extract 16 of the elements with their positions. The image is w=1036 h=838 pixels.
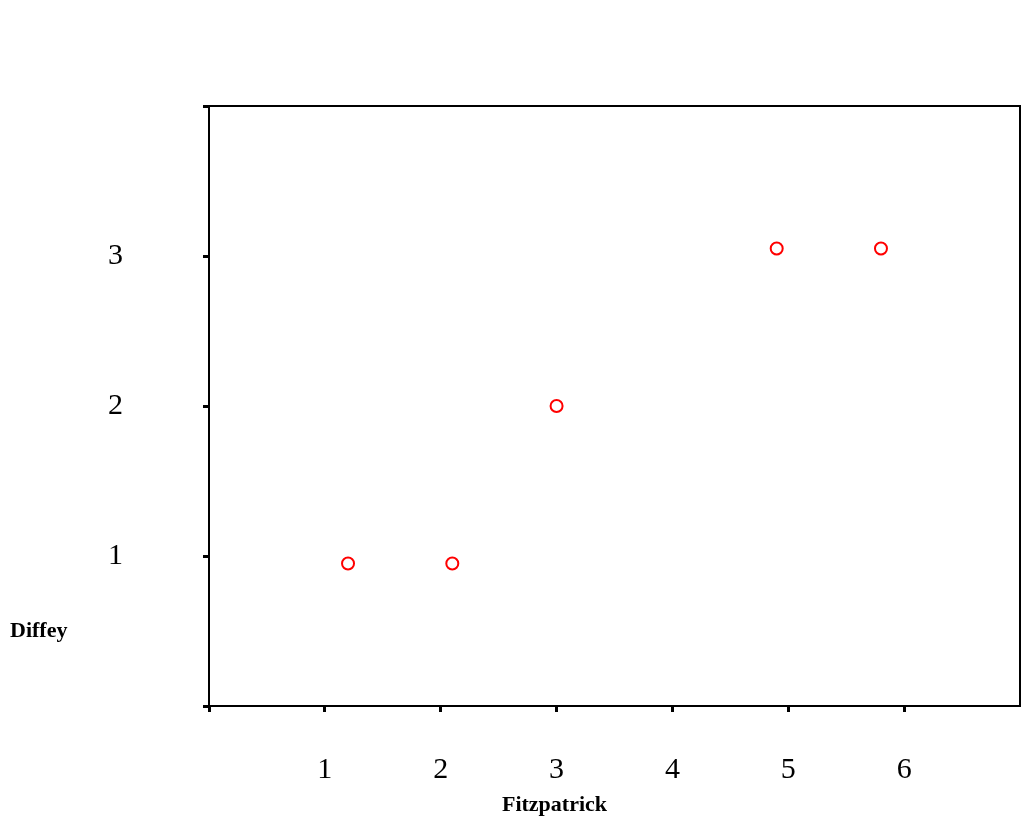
x-tick-label: 6: [896, 750, 912, 784]
point: [549, 399, 564, 413]
y-axis-title: Diffey: [10, 616, 68, 642]
point: [873, 241, 888, 256]
y-tick-label: 1: [108, 536, 123, 570]
point: [445, 556, 460, 571]
x-axis-title: Fitzpatrick: [501, 790, 608, 816]
y-tick-label: 3: [108, 236, 123, 270]
x-tick-label: 1: [317, 750, 333, 784]
point: [769, 241, 784, 256]
x-tick-label: 3: [549, 750, 565, 784]
x-tick-label: 2: [433, 750, 449, 784]
x-tick-label: 4: [664, 750, 680, 784]
y-tick-label: 2: [108, 386, 123, 420]
x-tick-label: 5: [780, 750, 796, 784]
point: [341, 556, 356, 571]
